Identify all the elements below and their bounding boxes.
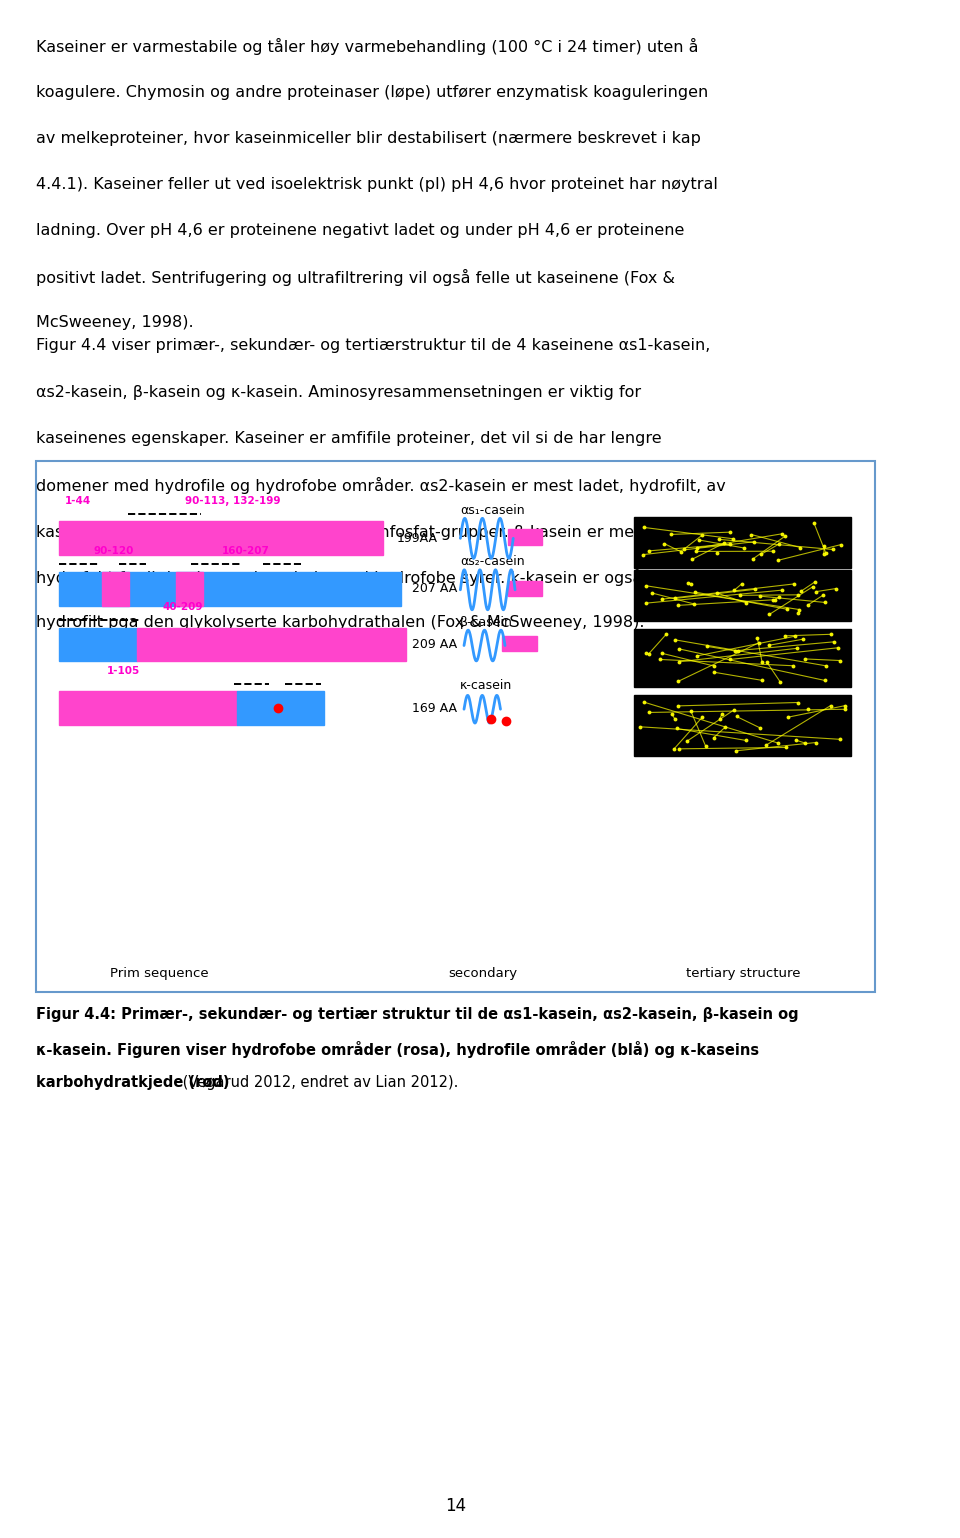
Text: β-casein: β-casein xyxy=(461,615,514,629)
Text: 1-105: 1-105 xyxy=(107,666,140,675)
Text: domener med hydrofile og hydrofobe områder. αs2-kasein er mest ladet, hydrofilt,: domener med hydrofile og hydrofobe områd… xyxy=(36,477,726,494)
Text: 4.4.1). Kaseiner feller ut ved isoelektrisk punkt (pI) pH 4,6 hvor proteinet har: 4.4.1). Kaseiner feller ut ved isoelektr… xyxy=(36,177,718,192)
Text: 1-44: 1-44 xyxy=(64,497,90,506)
Bar xyxy=(60,691,237,724)
Text: kaseinene på grunn av at det har flest serinfosfat-grupper. β-kasein er mest: kaseinene på grunn av at det har flest s… xyxy=(36,523,649,540)
Text: 209 AA: 209 AA xyxy=(412,638,457,651)
Text: 90-113, 132-199: 90-113, 132-199 xyxy=(184,497,280,506)
Bar xyxy=(634,695,851,755)
Text: αs2-kasein, β-kasein og κ-kasein. Aminosyresammensetningen er viktig for: αs2-kasein, β-kasein og κ-kasein. Aminos… xyxy=(36,384,641,400)
Text: κ-kasein. Figuren viser hydrofobe områder (rosa), hydrofile områder (blå) og κ-k: κ-kasein. Figuren viser hydrofobe område… xyxy=(36,1041,759,1058)
Bar xyxy=(237,691,324,724)
Text: 90-120: 90-120 xyxy=(94,546,134,557)
Text: Figur 4.4 viser primær-, sekundær- og tertiærstruktur til de 4 kaseinene αs1-kas: Figur 4.4 viser primær-, sekundær- og te… xyxy=(36,338,710,354)
Text: McSweeney, 1998).: McSweeney, 1998). xyxy=(36,315,194,331)
Bar xyxy=(176,572,204,606)
Bar xyxy=(508,581,542,597)
Bar xyxy=(502,637,537,652)
Text: Kaseiner er varmestabile og tåler høy varmebehandling (100 °C i 24 timer) uten å: Kaseiner er varmestabile og tåler høy va… xyxy=(36,38,699,55)
Text: Prim sequence: Prim sequence xyxy=(110,967,209,980)
Text: κ-casein: κ-casein xyxy=(461,680,513,692)
Text: (Vegarud 2012, endret av Lian 2012).: (Vegarud 2012, endret av Lian 2012). xyxy=(178,1075,458,1090)
Bar xyxy=(102,572,130,606)
Bar xyxy=(634,517,851,568)
Text: secondary: secondary xyxy=(448,967,517,980)
Text: av melkeproteiner, hvor kaseinmiceller blir destabilisert (nærmere beskrevet i k: av melkeproteiner, hvor kaseinmiceller b… xyxy=(36,131,702,146)
Text: koagulere. Chymosin og andre proteinaser (løpe) utfører enzymatisk koaguleringen: koagulere. Chymosin og andre proteinaser… xyxy=(36,85,708,100)
Text: hydrofilt pga den glykolyserte karbohydrathalen (Fox & McSweeney, 1998).: hydrofilt pga den glykolyserte karbohydr… xyxy=(36,615,645,631)
Text: 14: 14 xyxy=(445,1496,467,1515)
Bar xyxy=(634,629,851,687)
Text: αs₂-casein: αs₂-casein xyxy=(461,555,525,568)
Text: 160-207: 160-207 xyxy=(222,546,270,557)
Bar xyxy=(634,571,851,621)
Bar xyxy=(60,628,136,661)
Text: positivt ladet. Sentrifugering og ultrafiltrering vil også felle ut kaseinene (F: positivt ladet. Sentrifugering og ultraf… xyxy=(36,269,676,286)
Text: kaseinenes egenskaper. Kaseiner er amfifile proteiner, det vil si de har lengre: kaseinenes egenskaper. Kaseiner er amfif… xyxy=(36,431,662,446)
Text: 40-209: 40-209 xyxy=(162,603,203,612)
Bar xyxy=(60,521,383,555)
Text: karbohydratkjede (rød): karbohydratkjede (rød) xyxy=(36,1075,230,1090)
Text: Figur 4.4: Primær-, sekundær- og tertiær struktur til de αs1-kasein, αs2-kasein,: Figur 4.4: Primær-, sekundær- og tertiær… xyxy=(36,1007,799,1023)
Bar xyxy=(60,572,401,606)
Bar xyxy=(508,529,542,544)
Text: 207 AA: 207 AA xyxy=(412,583,457,595)
Text: 199AA: 199AA xyxy=(396,532,438,544)
Text: hydrofobt fordi den har en lang hale med hydrofobe syrer. k-kasein er også meget: hydrofobt fordi den har en lang hale med… xyxy=(36,569,700,586)
Text: tertiary structure: tertiary structure xyxy=(685,967,801,980)
FancyBboxPatch shape xyxy=(36,461,876,992)
Bar xyxy=(136,628,406,661)
Text: αs₁-casein: αs₁-casein xyxy=(461,504,525,517)
Text: ladning. Over pH 4,6 er proteinene negativt ladet og under pH 4,6 er proteinene: ladning. Over pH 4,6 er proteinene negat… xyxy=(36,223,684,238)
Text: 169 AA: 169 AA xyxy=(412,701,457,715)
